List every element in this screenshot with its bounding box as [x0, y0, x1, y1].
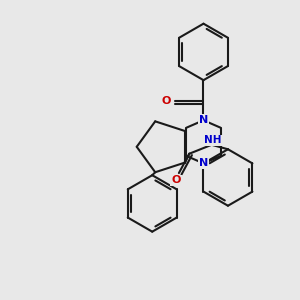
- Text: N: N: [199, 115, 208, 125]
- Text: O: O: [171, 176, 181, 185]
- Text: N: N: [199, 158, 208, 168]
- Text: O: O: [162, 96, 171, 106]
- Text: NH: NH: [204, 135, 222, 145]
